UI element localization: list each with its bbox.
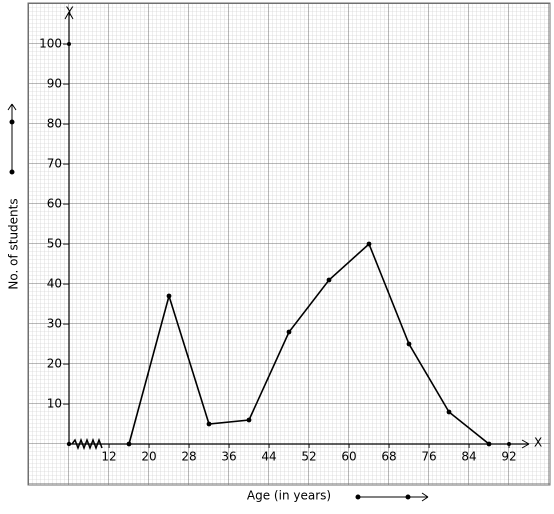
data-line bbox=[128, 242, 490, 445]
y-tick-label: 80 bbox=[47, 117, 62, 131]
y-top-tick-dot bbox=[67, 42, 71, 46]
graph-paper bbox=[27, 2, 551, 486]
x-tick-label: 28 bbox=[181, 450, 196, 464]
x-tick-label: 68 bbox=[381, 450, 396, 464]
data-point bbox=[286, 329, 292, 335]
data-point bbox=[126, 441, 132, 447]
x-axis-name: X bbox=[534, 436, 542, 450]
x-tick-label: 92 bbox=[501, 450, 516, 464]
y-tick-label: 90 bbox=[47, 77, 62, 91]
x-tick-label: 44 bbox=[261, 450, 276, 464]
y-tick-label: 40 bbox=[47, 277, 62, 291]
y-tick-label: 100 bbox=[39, 37, 62, 51]
x-axis-arrow bbox=[521, 439, 530, 449]
data-point bbox=[326, 277, 332, 283]
x-tick-label: 84 bbox=[461, 450, 476, 464]
data-point bbox=[486, 441, 492, 447]
y-axis-arrow bbox=[64, 11, 74, 20]
data-point bbox=[366, 241, 372, 247]
x-tick-label: 52 bbox=[301, 450, 316, 464]
x-tick-label: 76 bbox=[421, 450, 436, 464]
y-tick-label: 20 bbox=[47, 357, 62, 371]
x-end-tick-dot bbox=[507, 442, 511, 446]
y-axis-name: Y bbox=[65, 5, 74, 19]
y-arrow-decoration bbox=[7, 103, 17, 175]
x-axis-label: Age (in years) bbox=[247, 489, 331, 503]
y-tick-label: 30 bbox=[47, 317, 62, 331]
data-point bbox=[206, 421, 212, 427]
data-point bbox=[246, 417, 252, 423]
data-point bbox=[446, 409, 452, 415]
data-point bbox=[166, 293, 172, 299]
axis-break bbox=[71, 437, 103, 451]
y-tick-label: 70 bbox=[47, 157, 62, 171]
y-tick-label: 50 bbox=[47, 237, 62, 251]
x-arrow-decoration bbox=[355, 492, 429, 502]
data-point bbox=[406, 341, 412, 347]
y-tick-label: 10 bbox=[47, 397, 62, 411]
x-tick-label: 12 bbox=[101, 450, 116, 464]
y-tick-label: 60 bbox=[47, 197, 62, 211]
x-tick-label: 60 bbox=[341, 450, 356, 464]
x-tick-label: 20 bbox=[141, 450, 156, 464]
y-axis-label: No. of students bbox=[7, 198, 21, 289]
origin-dot bbox=[66, 441, 72, 447]
x-tick-label: 36 bbox=[221, 450, 236, 464]
